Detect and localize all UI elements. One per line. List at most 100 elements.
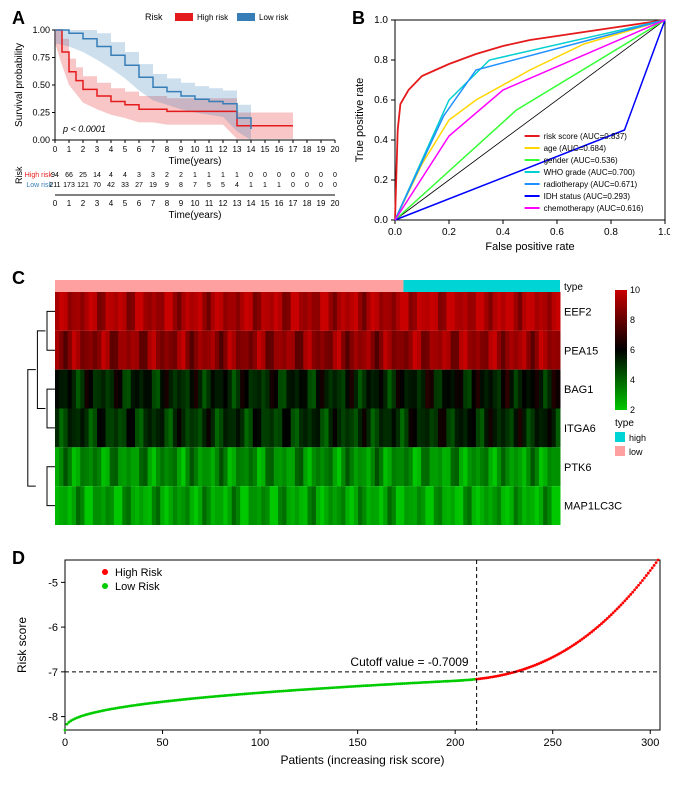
svg-text:2: 2	[179, 172, 183, 179]
svg-text:10: 10	[630, 285, 640, 295]
svg-text:10: 10	[191, 145, 200, 154]
svg-text:5: 5	[123, 145, 128, 154]
svg-text:p < 0.0001: p < 0.0001	[62, 124, 106, 134]
svg-text:1.00: 1.00	[32, 25, 50, 35]
svg-text:200: 200	[446, 737, 464, 749]
svg-text:chemotherapy (AUC=0.616): chemotherapy (AUC=0.616)	[544, 204, 644, 213]
svg-text:MAP1LC3C: MAP1LC3C	[564, 501, 622, 513]
roc-plot: 0.00.20.40.60.81.00.00.20.40.60.81.0Fals…	[350, 10, 670, 255]
svg-text:211: 211	[49, 182, 60, 189]
svg-text:True positive rate: True positive rate	[354, 78, 366, 163]
svg-text:4: 4	[630, 375, 635, 385]
svg-text:0.6: 0.6	[550, 227, 564, 238]
svg-text:11: 11	[205, 199, 214, 208]
svg-text:-8: -8	[48, 712, 58, 724]
svg-text:6: 6	[137, 199, 142, 208]
panel-c: C typeEEF2PEA15BAG1ITGA6PTK6MAP1LC3C2468…	[10, 270, 670, 535]
svg-text:Risk: Risk	[14, 166, 24, 184]
svg-text:type: type	[564, 282, 583, 293]
svg-text:7: 7	[193, 182, 197, 189]
svg-text:8: 8	[179, 182, 183, 189]
svg-text:250: 250	[544, 737, 562, 749]
svg-text:gender (AUC=0.536): gender (AUC=0.536)	[544, 156, 618, 165]
svg-text:8: 8	[165, 145, 170, 154]
svg-text:0.4: 0.4	[496, 227, 510, 238]
svg-text:14: 14	[247, 199, 256, 208]
svg-text:0.0: 0.0	[388, 227, 402, 238]
panel-b-label: B	[352, 8, 365, 29]
svg-text:1.0: 1.0	[374, 15, 388, 26]
svg-text:18: 18	[303, 145, 312, 154]
svg-text:2: 2	[81, 199, 86, 208]
svg-text:20: 20	[331, 199, 340, 208]
svg-text:1: 1	[235, 172, 239, 179]
svg-text:11: 11	[205, 145, 214, 154]
heatmap: typeEEF2PEA15BAG1ITGA6PTK6MAP1LC3C246810…	[10, 270, 670, 530]
svg-text:0: 0	[319, 182, 323, 189]
svg-text:9: 9	[179, 199, 184, 208]
svg-text:0.0: 0.0	[374, 215, 388, 226]
svg-text:14: 14	[247, 145, 256, 154]
svg-text:17: 17	[289, 145, 298, 154]
svg-text:Survival probability: Survival probability	[14, 43, 25, 127]
svg-text:0.25: 0.25	[32, 108, 50, 118]
svg-text:8: 8	[630, 315, 635, 325]
svg-text:7: 7	[151, 199, 156, 208]
riskscore-plot: 050100150200250300-8-7-6-5Patients (incr…	[10, 550, 670, 770]
svg-text:0: 0	[291, 182, 295, 189]
panel-d: D 050100150200250300-8-7-6-5Patients (in…	[10, 550, 670, 775]
svg-text:0: 0	[319, 172, 323, 179]
svg-text:20: 20	[331, 145, 340, 154]
svg-text:1: 1	[193, 172, 197, 179]
svg-text:4: 4	[109, 199, 114, 208]
svg-text:2: 2	[630, 405, 635, 415]
panel-d-label: D	[12, 548, 25, 569]
svg-text:High risk: High risk	[197, 13, 229, 22]
svg-text:3: 3	[151, 172, 155, 179]
svg-text:1: 1	[67, 145, 72, 154]
svg-text:12: 12	[219, 199, 228, 208]
svg-text:High risk: High risk	[25, 172, 53, 179]
svg-text:27: 27	[135, 182, 143, 189]
svg-text:0: 0	[305, 182, 309, 189]
svg-text:WHO grade (AUC=0.700): WHO grade (AUC=0.700)	[544, 168, 636, 177]
svg-text:4: 4	[235, 182, 239, 189]
svg-text:5: 5	[123, 199, 128, 208]
svg-text:5: 5	[207, 182, 211, 189]
svg-text:0: 0	[277, 172, 281, 179]
svg-text:1: 1	[277, 182, 281, 189]
svg-text:-7: -7	[48, 667, 58, 679]
svg-text:13: 13	[233, 199, 242, 208]
svg-text:0: 0	[53, 199, 58, 208]
svg-text:0.50: 0.50	[32, 80, 50, 90]
svg-text:Low risk: Low risk	[259, 13, 289, 22]
svg-text:0: 0	[62, 737, 68, 749]
svg-text:16: 16	[275, 199, 284, 208]
svg-text:radiotherapy (AUC=0.671): radiotherapy (AUC=0.671)	[544, 180, 638, 189]
svg-text:0.8: 0.8	[604, 227, 618, 238]
svg-text:2: 2	[165, 172, 169, 179]
svg-text:6: 6	[630, 345, 635, 355]
panel-c-label: C	[12, 268, 25, 289]
svg-text:14: 14	[93, 172, 101, 179]
svg-text:PEA15: PEA15	[564, 345, 598, 357]
svg-text:2: 2	[81, 145, 86, 154]
svg-text:4: 4	[109, 145, 114, 154]
svg-text:7: 7	[151, 145, 156, 154]
svg-text:15: 15	[261, 145, 270, 154]
svg-text:-6: -6	[48, 622, 58, 634]
svg-text:Patients (increasing risk scor: Patients (increasing risk score)	[280, 753, 444, 767]
svg-text:150: 150	[348, 737, 366, 749]
svg-text:High Risk: High Risk	[115, 567, 163, 579]
svg-text:IDH status (AUC=0.293): IDH status (AUC=0.293)	[544, 192, 631, 201]
svg-text:0.75: 0.75	[32, 53, 50, 63]
svg-text:BAG1: BAG1	[564, 384, 593, 396]
svg-text:4: 4	[109, 172, 113, 179]
svg-text:Cutoff value = -0.7009: Cutoff value = -0.7009	[350, 655, 469, 669]
svg-text:173: 173	[63, 182, 75, 189]
svg-text:0: 0	[249, 172, 253, 179]
svg-text:3: 3	[95, 199, 100, 208]
svg-text:12: 12	[219, 145, 228, 154]
svg-text:1: 1	[221, 172, 225, 179]
svg-text:50: 50	[156, 737, 168, 749]
